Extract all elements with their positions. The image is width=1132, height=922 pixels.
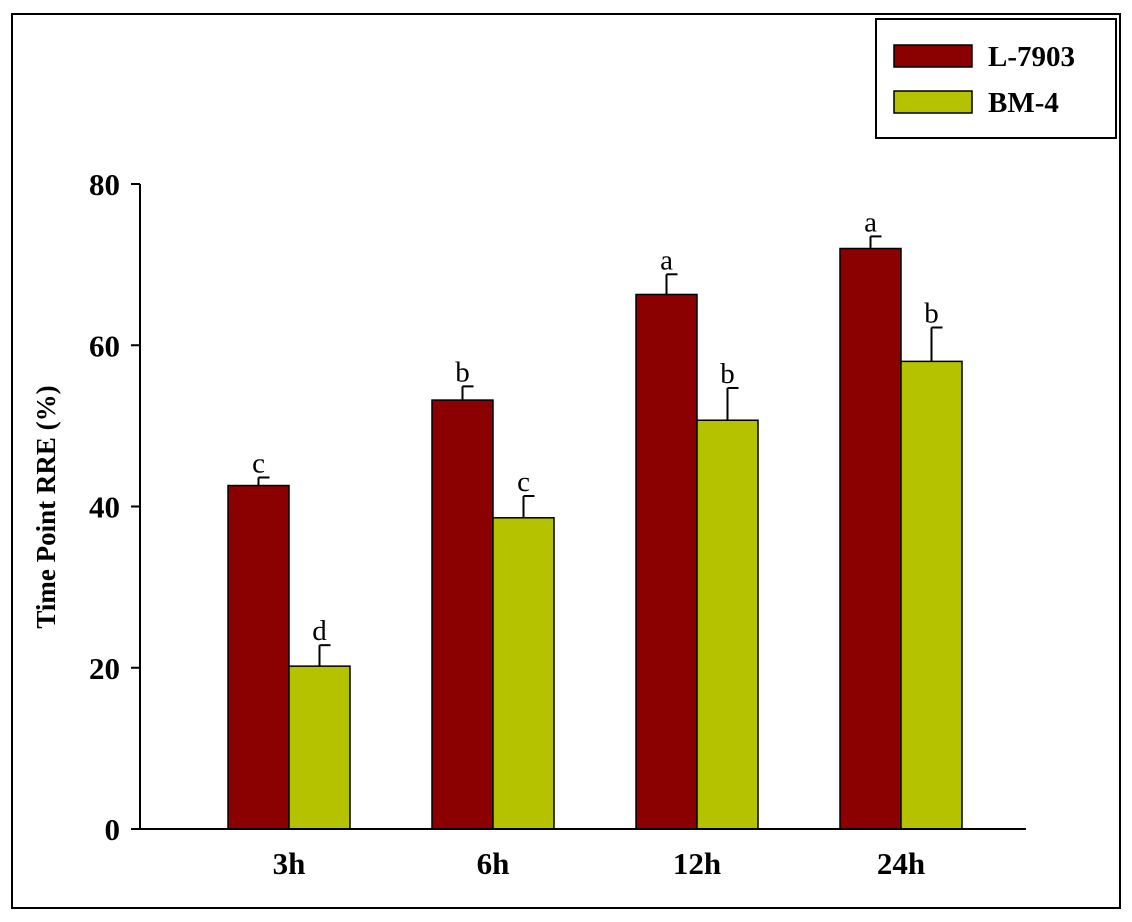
y-tick-label: 0 [105, 812, 121, 847]
y-tick-label: 40 [89, 490, 120, 525]
y-ticks-layer: 0 20 40 60 80 [89, 167, 140, 847]
significance-label: a [660, 244, 673, 276]
legend-label-l7903: L-7903 [988, 41, 1075, 73]
bar-l7903-24h [839, 247, 902, 830]
x-category-label: 12h [673, 846, 721, 881]
significance-label: a [864, 206, 877, 238]
x-category-label: 6h [477, 846, 510, 881]
bar-bm4-24h [900, 360, 963, 830]
y-axis-title: Time Point RRE (%) [31, 385, 61, 628]
significance-label: c [517, 466, 530, 498]
x-category-label: 24h [877, 846, 925, 881]
legend-box [875, 18, 1117, 139]
bar-bm4-6h [492, 517, 555, 830]
legend-swatch-l7903 [893, 44, 973, 68]
x-category-label: 3h [273, 846, 306, 881]
bar-l7903-3h [227, 484, 290, 830]
legend-label-bm4: BM-4 [988, 87, 1059, 119]
x-categories-layer: 3h 6h 12h 24h [273, 846, 926, 881]
significance-label: b [455, 356, 470, 388]
bar-bm4-3h [288, 665, 351, 830]
significance-label: b [924, 298, 939, 330]
bar-l7903-6h [431, 399, 494, 830]
legend-swatch-bm4 [893, 90, 973, 114]
significance-label: d [312, 615, 327, 647]
bars-layer: c b a a d c b b [227, 206, 963, 830]
y-tick-label: 60 [89, 328, 120, 363]
y-tick-label: 20 [89, 651, 120, 686]
y-tick-label: 80 [89, 167, 120, 202]
significance-label: c [252, 447, 265, 479]
bar-l7903-12h [635, 293, 698, 830]
legend: L-7903 BM-4 [875, 18, 1117, 139]
significance-label: b [720, 358, 735, 390]
bar-bm4-12h [696, 419, 759, 830]
